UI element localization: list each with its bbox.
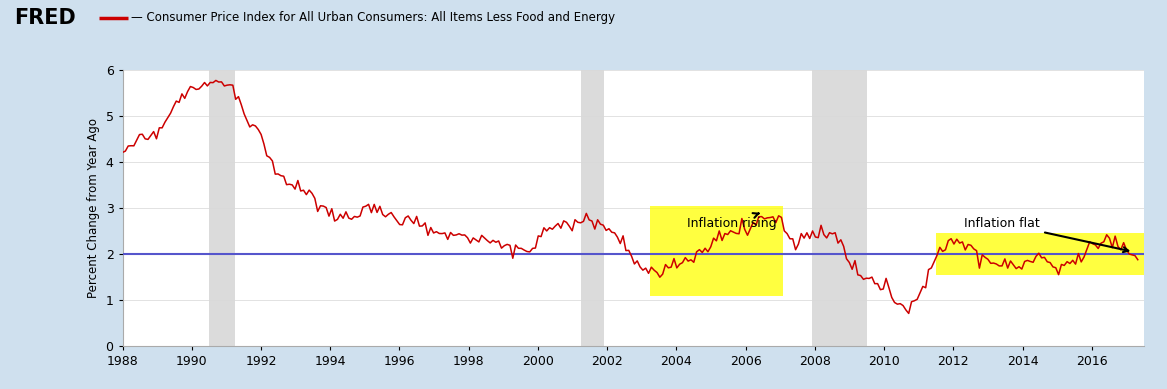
- Bar: [581, 70, 605, 346]
- Y-axis label: Percent Change from Year Ago: Percent Change from Year Ago: [88, 118, 100, 298]
- Text: Inflation rising: Inflation rising: [686, 213, 776, 230]
- Text: FRED: FRED: [14, 7, 76, 28]
- Bar: [209, 70, 235, 346]
- Bar: [650, 206, 783, 296]
- Bar: [812, 70, 867, 346]
- Text: Inflation flat: Inflation flat: [964, 217, 1128, 252]
- Bar: [936, 233, 1144, 275]
- Text: — Consumer Price Index for All Urban Consumers: All Items Less Food and Energy: — Consumer Price Index for All Urban Con…: [131, 11, 615, 24]
